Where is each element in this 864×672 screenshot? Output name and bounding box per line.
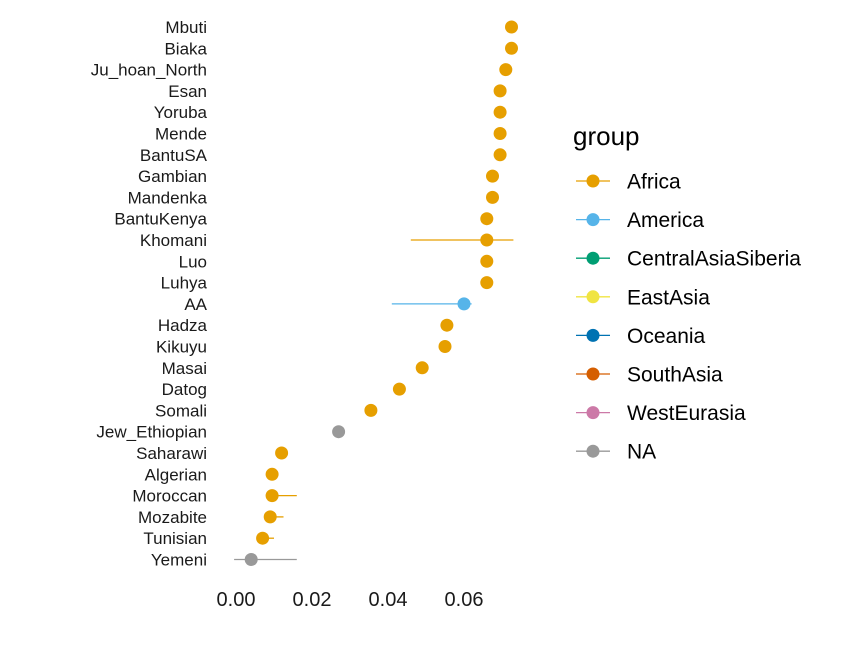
point-mandenka [486,190,499,204]
y-label-mbuti: Mbuti [165,18,207,37]
y-label-kikuyu: Kikuyu [156,338,207,357]
x-axis-tick-labels: 0.00 0.02 0.04 0.06 [217,589,484,611]
y-label-luo: Luo [179,252,207,271]
legend-label: SouthAsia [627,364,723,387]
legend-items: Africa America CentralAsiaSiberia EastAsia O… [576,171,801,464]
point-gambian [486,169,499,183]
legend-key-dot [586,290,600,304]
legend-key-dot [586,174,600,188]
point-luhya [480,276,494,290]
y-label-hadza: Hadza [158,316,208,335]
y-label-khomani: Khomani [140,231,207,250]
legend-item-oceania: Oceania [576,325,706,348]
legend-key-dot [586,406,600,420]
y-label-mozabite: Mozabite [138,508,207,527]
point-biaka [505,41,518,55]
y-label-algerian: Algerian [145,465,207,484]
legend-key-dot [586,328,600,342]
x-tick-label: 0.04 [369,589,408,611]
point-khomani [480,233,494,247]
y-label-aa: AA [184,295,207,314]
legend-item-na: NA [576,441,656,464]
legend-item-africa: Africa [576,171,681,194]
legend-item-america: America [576,209,704,232]
point-yemeni [244,553,258,566]
legend-label: WestEurasia [627,402,746,425]
y-label-masai: Masai [162,359,207,378]
legend-item-southasia: SouthAsia [576,364,723,387]
plot-area [234,20,518,566]
y-label-bantusa: BantuSA [140,146,208,165]
point-aa [457,297,471,311]
y-label-mende: Mende [155,125,207,144]
x-tick-label: 0.00 [217,589,256,611]
y-label-somali: Somali [155,401,207,420]
legend-label: Oceania [627,325,706,348]
point-mbuti [505,20,518,34]
y-label-esan: Esan [168,82,207,101]
y-label-luhya: Luhya [161,274,208,293]
legend-label: NA [627,441,656,464]
point-hadza [440,318,454,332]
x-tick-label: 0.06 [445,589,484,611]
point-mende [493,127,507,140]
legend-label: CentralAsiaSiberia [627,248,801,271]
legend-item-eastasia: EastAsia [576,286,710,309]
legend-label: America [627,209,704,232]
point-bantusa [493,148,507,162]
point-esan [493,84,507,98]
x-tick-label: 0.02 [293,589,332,611]
y-label-tunisian: Tunisian [143,529,207,548]
point-masai [415,361,429,375]
y-label-yoruba: Yoruba [154,103,208,122]
legend-key-dot [586,367,600,381]
y-label-jew-ethiopian: Jew_Ethiopian [96,423,207,442]
y-label-saharawi: Saharawi [136,444,207,463]
point-moroccan [265,489,279,503]
legend-key-dot [586,213,600,227]
legend-label: EastAsia [627,286,710,309]
legend-label: Africa [627,171,681,194]
point-somali [364,403,378,417]
y-label-yemeni: Yemeni [151,551,207,570]
legend-title: group [573,121,640,151]
point-yoruba [493,105,507,119]
point-saharawi [275,446,289,460]
legend-item-westeurasia: WestEurasia [576,402,746,425]
point-algerian [265,467,279,481]
point-bantukenya [480,212,494,226]
y-axis-labels: Mbuti Biaka Ju_hoan_North Esan Yoruba Mende Ba… [91,18,208,570]
y-label-ju-hoan-north: Ju_hoan_North [91,61,207,80]
y-label-datog: Datog [162,380,207,399]
y-label-moroccan: Moroccan [132,487,207,506]
point-kikuyu [438,340,452,353]
legend-key-dot [586,251,600,265]
legend: group Africa America CentralAsiaSiberia Eas… [573,121,801,464]
y-label-bantukenya: BantuKenya [114,210,207,229]
y-label-mandenka: Mandenka [128,188,208,207]
point-tunisian [256,531,270,545]
legend-item-centralasiasiberia: CentralAsiaSiberia [576,248,801,271]
point-datog [392,382,406,396]
point-ju-hoan-north [499,63,513,77]
y-label-gambian: Gambian [138,167,207,186]
point-jew-ethiopian [332,425,346,439]
point-luo [480,254,494,268]
legend-key-dot [586,444,600,458]
y-label-biaka: Biaka [164,39,207,58]
point-mozabite [263,510,277,524]
